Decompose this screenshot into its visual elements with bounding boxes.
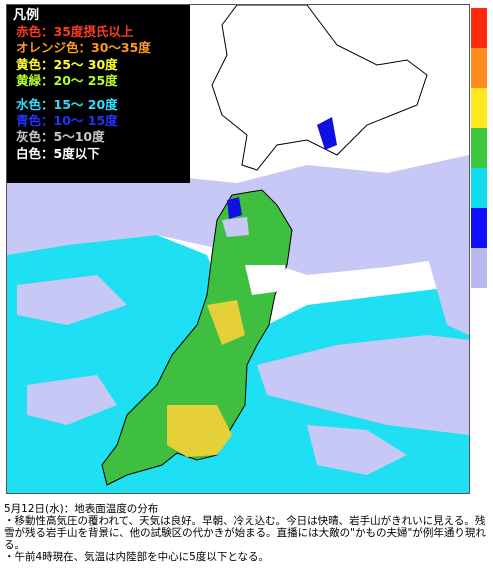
sendai-yellow [207,300,245,345]
scale-swatch [471,408,487,448]
legend-item-orange: オレンジ色：30〜35度 [16,40,151,56]
pacific-cloud [257,335,469,435]
legend-item-blue: 青色：10〜 15度 [16,113,118,129]
map-caption: 5月12日(水)：地表面温度の分布 ・移動性高気圧の覆われて、天気は良好。早朝、… [4,503,490,563]
hokkaido [211,5,428,171]
legend-item-yellow-green: 黄緑：20〜 25度 [16,73,118,89]
pacific-cloud-2 [307,425,407,475]
hokkaido-blue-patch [317,117,337,150]
scale-swatch [471,248,487,288]
scale-swatch [471,328,487,368]
scale-swatch [471,8,487,48]
scale-swatch [471,288,487,328]
caption-weather-note: ・移動性高気圧の覆われて、天気は良好。早朝、冷え込む。今日は快晴、岩手山がきれい… [4,515,486,551]
scale-swatch [471,368,487,408]
west-sea-cloud-2 [27,375,117,425]
legend-item-gray: 灰色：5〜10度 [16,129,105,145]
legend-item-white: 白色：5度以下 [16,145,100,161]
legend-title: 凡例 [13,8,40,23]
southeast-cloud [427,250,469,335]
scale-swatch [471,208,487,248]
legend-item-red: 赤色：35度摂氏以上 [16,24,134,39]
west-sea-cloud [17,275,127,325]
kanto-yellow [167,405,232,457]
legend-item-yellow: 黄色：25〜 30度 [16,56,118,72]
scale-swatch [471,168,487,208]
snow-patch-north [222,217,249,237]
scale-swatch [471,48,487,88]
scale-swatch [471,128,487,168]
scale-swatch [471,88,487,128]
caption-temperature-note: ・午前4時現在、気温は内陸部を中心に5度以下となる。 [4,551,270,563]
scale-swatch [471,448,487,488]
lowland-blue [227,197,242,219]
map-legend: 凡例 赤色：35度摂氏以上 オレンジ色：30〜35度 黄色：25〜 30度 黄緑… [7,5,190,183]
caption-date-title: 5月12日(水)：地表面温度の分布 [4,503,159,515]
legend-item-light-blue: 水色：15〜 20度 [16,96,118,112]
color-scale-bar [471,8,487,488]
snow-patch-iwate [245,265,289,295]
